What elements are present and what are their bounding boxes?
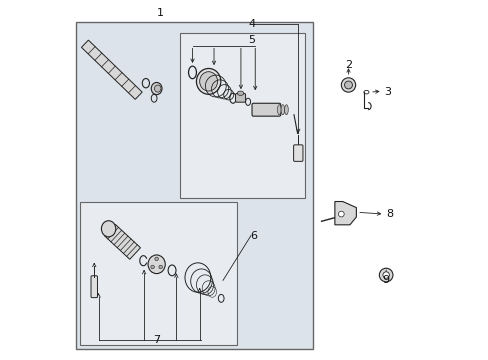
Ellipse shape: [237, 91, 244, 95]
Text: 9: 9: [382, 275, 389, 285]
Text: 3: 3: [384, 87, 390, 97]
Ellipse shape: [148, 255, 165, 274]
Bar: [76, 22, 312, 348]
Ellipse shape: [341, 78, 355, 92]
Ellipse shape: [150, 265, 154, 269]
FancyBboxPatch shape: [293, 145, 303, 161]
Ellipse shape: [154, 85, 161, 92]
Text: 7: 7: [153, 334, 160, 345]
Ellipse shape: [344, 81, 352, 89]
Ellipse shape: [277, 105, 281, 115]
FancyBboxPatch shape: [235, 94, 245, 102]
Polygon shape: [81, 40, 142, 99]
Ellipse shape: [101, 221, 116, 237]
Bar: [80, 202, 237, 345]
Ellipse shape: [196, 68, 221, 94]
Text: 8: 8: [386, 209, 392, 219]
Ellipse shape: [281, 105, 284, 115]
Ellipse shape: [151, 82, 162, 95]
Text: 2: 2: [344, 60, 351, 70]
Ellipse shape: [284, 105, 287, 115]
FancyBboxPatch shape: [91, 276, 97, 298]
Ellipse shape: [382, 272, 388, 278]
Text: 5: 5: [248, 35, 255, 45]
Ellipse shape: [338, 211, 344, 217]
FancyBboxPatch shape: [251, 103, 280, 116]
Ellipse shape: [159, 265, 162, 269]
Bar: [180, 33, 305, 198]
Ellipse shape: [155, 257, 158, 261]
Ellipse shape: [199, 72, 217, 91]
Ellipse shape: [379, 268, 392, 282]
Text: 6: 6: [249, 231, 256, 240]
Text: 1: 1: [157, 8, 163, 18]
Polygon shape: [104, 224, 140, 259]
Polygon shape: [334, 202, 356, 225]
Text: 4: 4: [247, 19, 255, 29]
